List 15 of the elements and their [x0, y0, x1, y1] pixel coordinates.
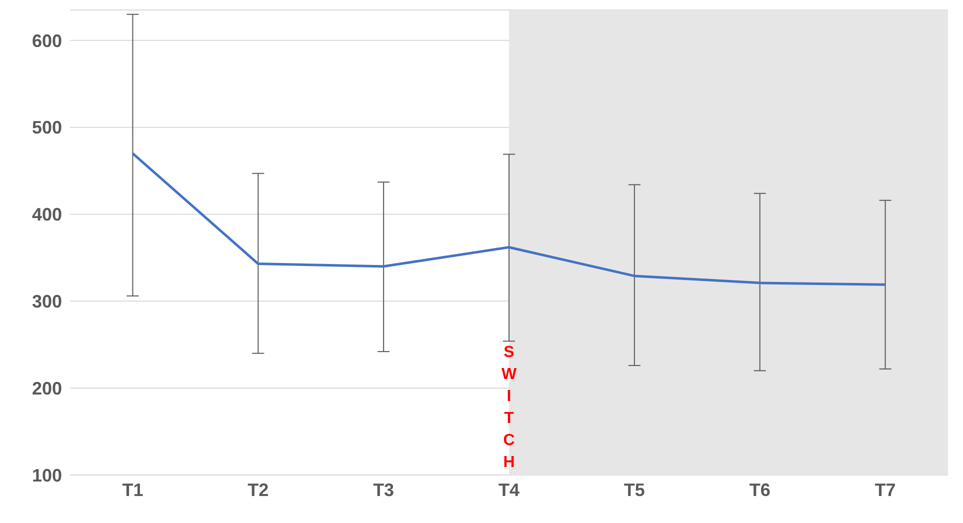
line-series [131, 152, 887, 286]
y-tick-label: 500 [32, 118, 62, 138]
y-tick-label: 200 [32, 378, 62, 398]
band-label: SWITCH [501, 344, 518, 471]
y-tick-label: 100 [32, 465, 62, 486]
y-tick-label: 600 [32, 30, 62, 51]
x-tick-label: T4 [498, 480, 520, 500]
x-tick-label: T5 [624, 480, 645, 500]
y-tick-label: 300 [32, 292, 62, 312]
x-tick-label: T3 [373, 480, 394, 500]
x-tick-label: T2 [248, 480, 269, 500]
x-tick-label: T6 [749, 480, 770, 500]
y-tick-label: 400 [32, 204, 62, 225]
x-tick-label: T7 [874, 480, 896, 500]
x-tick-label: T1 [122, 480, 144, 500]
